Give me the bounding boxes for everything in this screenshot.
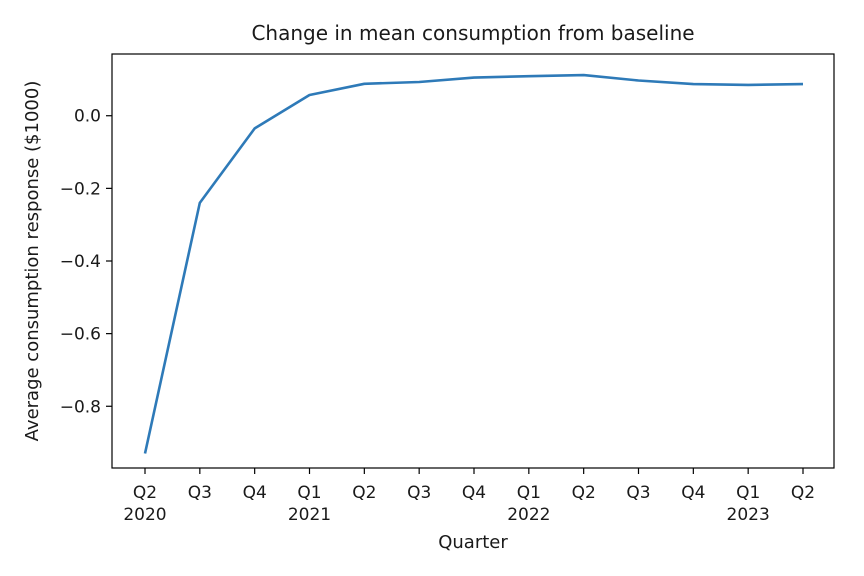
series-line xyxy=(143,73,804,454)
x-tick-label: Q2 xyxy=(791,483,815,503)
x-year-label: 2020 xyxy=(123,505,166,525)
y-tick-label: −0.6 xyxy=(60,325,101,345)
x-tick-label: Q4 xyxy=(462,483,486,503)
x-tick-label: Q4 xyxy=(681,483,705,503)
y-tick-label: 0.0 xyxy=(74,107,101,127)
y-tick-label: −0.4 xyxy=(60,252,101,272)
x-year-label: 2022 xyxy=(507,505,550,525)
x-tick-label: Q3 xyxy=(188,483,212,503)
y-tick-label: −0.2 xyxy=(60,179,101,199)
y-axis-label: Average consumption response ($1000) xyxy=(22,81,43,442)
x-tick-label: Q2 xyxy=(352,483,376,503)
chart-title: Change in mean consumption from baseline xyxy=(251,21,694,45)
x-tick-label: Q2 xyxy=(133,483,157,503)
x-tick-label: Q3 xyxy=(626,483,650,503)
x-tick-label: Q2 xyxy=(572,483,596,503)
plot-frame xyxy=(111,53,835,469)
x-year-label: 2021 xyxy=(288,505,331,525)
x-tick-label: Q1 xyxy=(517,483,541,503)
y-tick-label: −0.8 xyxy=(60,397,101,417)
x-tick-label: Q3 xyxy=(407,483,431,503)
x-tick-label: Q1 xyxy=(736,483,760,503)
x-tick-label: Q4 xyxy=(243,483,267,503)
y-axis: 0.0 −0.2 −0.4 −0.6 −0.8 xyxy=(60,107,112,417)
x-axis-label: Quarter xyxy=(438,532,508,553)
x-tick-label: Q1 xyxy=(297,483,321,503)
x-year-label: 2023 xyxy=(727,505,770,525)
series-group xyxy=(143,73,804,454)
